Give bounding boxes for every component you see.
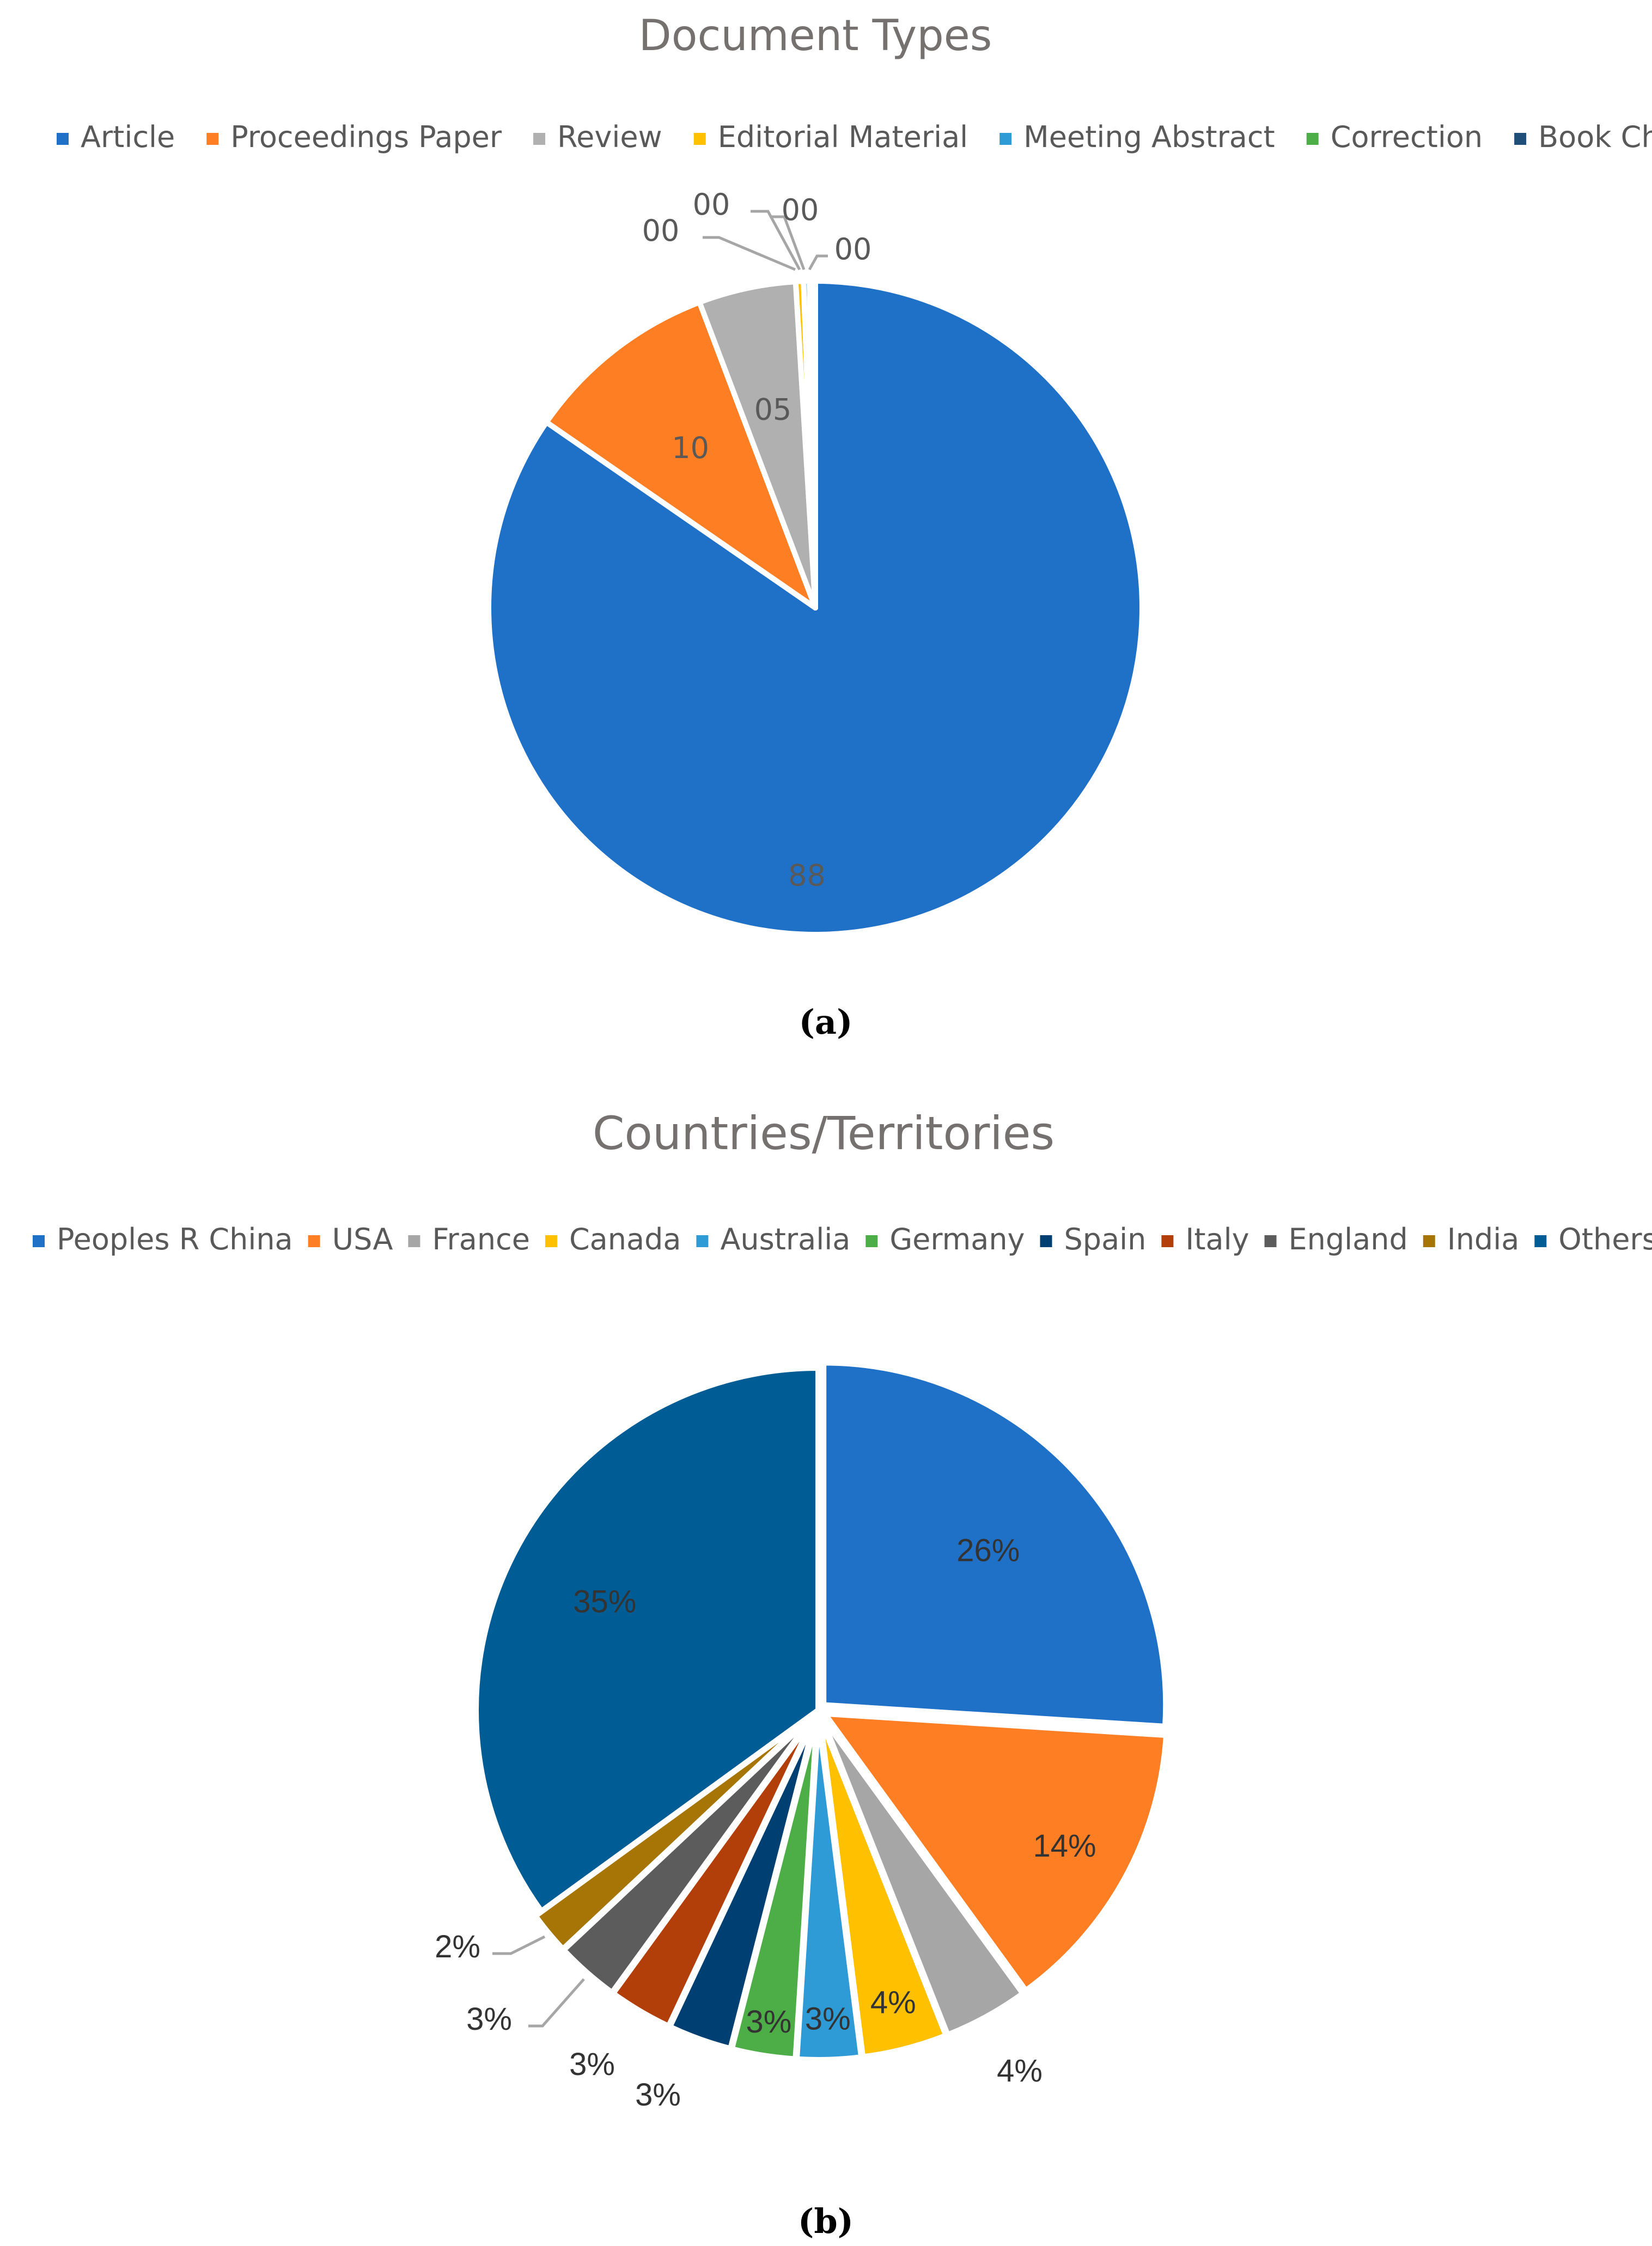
legend-label-meeting-abstract: Meeting Abstract (1023, 120, 1275, 154)
data-label-1: 14% (1033, 1828, 1096, 1864)
legend-swatch-article (57, 133, 69, 145)
leader-line-4 (751, 210, 801, 271)
legend-swatch-france (408, 1235, 420, 1247)
data-label-10: 35% (573, 1584, 636, 1619)
leader-line-9 (492, 1935, 546, 1955)
chart-b-data-labels: 26% 14% 4% 3% 3% 35% 4% 3% 3% 3% 2% (435, 1533, 1096, 2113)
chart-a-data-labels: 88 10 05 00 00 00 00 (642, 187, 872, 893)
legend-swatch-canada (545, 1235, 557, 1247)
leader-line-8 (528, 1978, 585, 2028)
legend-label-book-chapter: Book Chapter (1538, 120, 1652, 154)
legend-label-correction: Correction (1331, 120, 1483, 154)
data-label-4: 3% (805, 2001, 851, 2036)
data-label-6: 00 (834, 232, 872, 266)
chart-b-pie (473, 1360, 1169, 2062)
legend-label-proceedings-paper: Proceedings Paper (230, 120, 502, 154)
legend-swatch-germany (865, 1235, 878, 1247)
data-label-1: 10 (672, 431, 709, 465)
legend-label-canada: Canada (569, 1222, 681, 1256)
legend-swatch-usa (308, 1235, 320, 1247)
slice-usa (822, 1711, 1169, 1993)
legend-label-germany: Germany (889, 1222, 1025, 1256)
legend-swatch-correction (1306, 133, 1319, 145)
chart-a-caption: (a) (799, 1002, 853, 1042)
slice-others (473, 1365, 821, 1914)
countries-chart: Countries/Territories Peoples R China USA… (33, 1107, 1652, 2241)
data-label-5: 00 (782, 193, 819, 227)
legend-swatch-review (533, 133, 546, 145)
legend-label-others: Others (1558, 1222, 1652, 1256)
legend-label-india: India (1447, 1222, 1520, 1256)
legend-label-spain: Spain (1064, 1222, 1147, 1256)
legend-label-review: Review (557, 120, 662, 154)
legend-label-italy: Italy (1185, 1222, 1249, 1256)
chart-a-legend: Article Proceedings Paper Review Editorial … (57, 120, 1652, 154)
legend-swatch-spain (1040, 1235, 1052, 1247)
legend-swatch-proceedings-paper (206, 133, 219, 145)
leader-line-5 (771, 215, 806, 270)
data-label-5: 3% (746, 2004, 791, 2040)
legend-swatch-india (1423, 1235, 1435, 1247)
leader-line-3 (703, 236, 796, 271)
slice-book-chapter (810, 278, 818, 611)
slice-peoples-r-china (821, 1360, 1169, 1729)
legend-swatch-others (1534, 1235, 1547, 1247)
legend-swatch-editorial-material (693, 133, 706, 145)
chart-b-title: Countries/Territories (593, 1107, 1054, 1160)
legend-label-france: France (432, 1222, 530, 1256)
data-label-9: 2% (435, 1929, 480, 1964)
chart-b-caption: (b) (798, 2201, 854, 2241)
chart-a-pie (486, 278, 1145, 937)
legend-swatch-meeting-abstract (999, 133, 1012, 145)
legend-label-australia: Australia (720, 1222, 850, 1256)
legend-label-usa: USA (332, 1222, 393, 1256)
legend-swatch-england (1264, 1235, 1277, 1247)
data-label-3: 00 (642, 213, 680, 248)
legend-swatch-peoples-r-china (33, 1235, 45, 1247)
data-label-8: 3% (466, 2001, 512, 2037)
data-label-7: 3% (569, 2047, 615, 2082)
data-label-2: 4% (997, 2053, 1043, 2089)
data-label-2: 05 (754, 392, 792, 426)
legend-label-peoples-r-china: Peoples R China (57, 1222, 293, 1256)
legend-label-editorial-material: Editorial Material (718, 120, 968, 154)
leader-line-6 (808, 254, 828, 271)
legend-swatch-book-chapter (1514, 133, 1527, 145)
legend-swatch-australia (696, 1235, 709, 1247)
legend-swatch-italy (1161, 1235, 1174, 1247)
chart-b-legend: Peoples R China USA France Canada Australia G… (33, 1222, 1652, 1256)
data-label-0: 26% (956, 1533, 1020, 1568)
data-label-3: 4% (870, 1985, 916, 2021)
chart-a-title: Document Types (639, 11, 992, 60)
legend-label-england: England (1289, 1222, 1408, 1256)
document-types-chart: Document Types Article Proceedings Paper R… (57, 11, 1652, 1042)
legend-label-article: Article (81, 120, 175, 154)
slice-india (533, 1712, 815, 1952)
slice-proceedings-paper (544, 299, 818, 611)
data-label-0: 88 (788, 858, 826, 893)
data-label-6: 3% (635, 2077, 681, 2113)
data-label-4: 00 (693, 187, 730, 222)
